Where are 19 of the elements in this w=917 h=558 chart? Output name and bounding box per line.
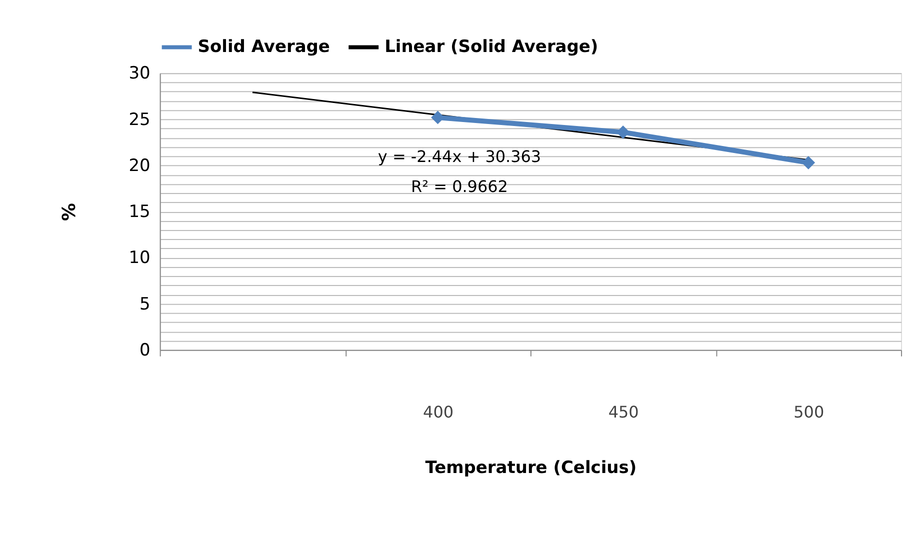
y-tick-label: 15 (128, 202, 150, 222)
legend-label: Linear (Solid Average) (384, 37, 598, 58)
y-tick-label: 30 (128, 64, 150, 84)
y-tick-label: 5 (140, 294, 150, 314)
y-tick-label: 10 (128, 248, 150, 268)
y-axis-title: % (58, 203, 80, 222)
y-tick-label: 0 (140, 340, 150, 360)
annotation: R² = 0.9662 (411, 177, 508, 196)
x-tick-label: 400 (423, 402, 454, 422)
y-tick-label: 25 (128, 110, 150, 130)
x-tick-label: 450 (608, 402, 639, 422)
x-tick-label: 500 (794, 402, 824, 422)
point (802, 156, 816, 170)
point (431, 110, 444, 124)
legend-label: Solid Average (198, 37, 330, 58)
y-tick-label: 20 (128, 156, 150, 176)
annotation: y = -2.44x + 30.363 (378, 147, 542, 166)
point (616, 126, 630, 139)
x-axis-title: Temperature (Celcius) (425, 458, 637, 478)
